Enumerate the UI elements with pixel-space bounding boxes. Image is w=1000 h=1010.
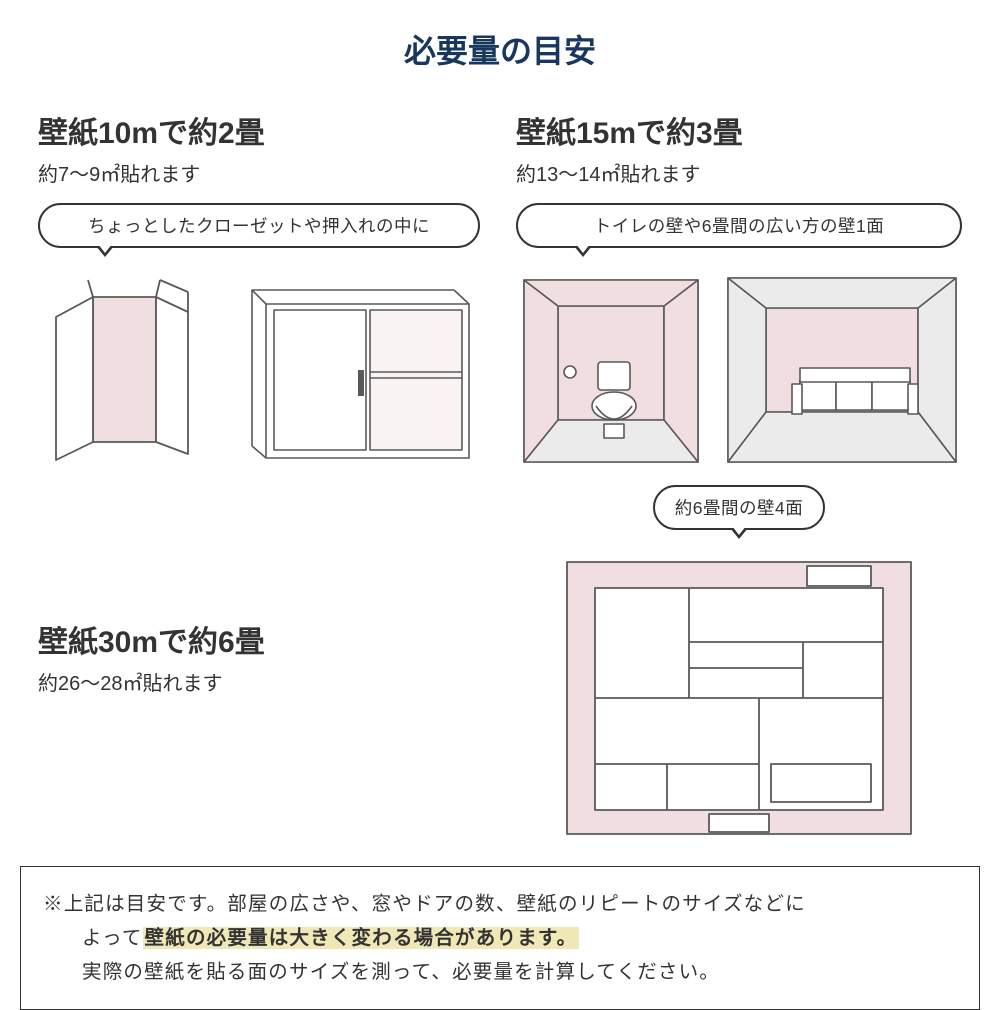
section-10m: 壁紙10mで約2畳 約7～9㎡貼れます ちょっとしたクローゼットや押入れの中に xyxy=(38,108,480,467)
subheading-15m: 約13～14㎡貼れます xyxy=(516,158,962,187)
note-line-1: ※上記は目安です。部屋の広さや、窓やドアの数、壁紙のリピートのサイズなどに xyxy=(43,887,957,921)
page-title: 必要量の目安 xyxy=(0,0,1000,108)
illustrations-15m xyxy=(516,272,962,467)
heading-10m: 壁紙10mで約2畳 xyxy=(38,108,480,152)
note-line-3: 実際の壁紙を貼る面のサイズを測って、必要量を計算してください。 xyxy=(43,955,957,989)
note-line-2: よって壁紙の必要量は大きく変わる場合があります。 xyxy=(43,921,957,955)
section-floorplan: 約6畳間の壁4面 xyxy=(516,485,962,844)
note-highlight: 壁紙の必要量は大きく変わる場合があります。 xyxy=(143,927,580,949)
heading-30m: 壁紙30mで約6畳 xyxy=(38,617,480,661)
note-line-2-prefix: よって xyxy=(82,927,143,949)
illustrations-10m xyxy=(38,272,480,462)
subheading-10m: 約7～9㎡貼れます xyxy=(38,158,480,187)
note-box: ※上記は目安です。部屋の広さや、窓やドアの数、壁紙のリピートのサイズなどに よっ… xyxy=(20,866,980,1010)
content-grid: 壁紙10mで約2畳 約7～9㎡貼れます ちょっとしたクローゼットや押入れの中に xyxy=(0,108,1000,844)
callout-30m: 約6畳間の壁4面 xyxy=(653,485,825,530)
living-room-icon xyxy=(722,272,962,467)
callout-15m: トイレの壁や6畳間の広い方の壁1面 xyxy=(516,203,962,248)
callout-10m: ちょっとしたクローゼットや押入れの中に xyxy=(38,203,480,248)
oshiire-icon xyxy=(244,272,474,462)
closet-open-icon xyxy=(38,272,228,462)
toilet-room-icon xyxy=(516,272,706,467)
heading-15m: 壁紙15mで約3畳 xyxy=(516,108,962,152)
section-15m: 壁紙15mで約3畳 約13～14㎡貼れます トイレの壁や6畳間の広い方の壁1面 xyxy=(516,108,962,467)
subheading-30m: 約26～28㎡貼れます xyxy=(38,667,480,696)
section-30m: 壁紙30mで約6畳 約26～28㎡貼れます xyxy=(38,485,480,844)
floorplan-icon xyxy=(559,554,919,844)
